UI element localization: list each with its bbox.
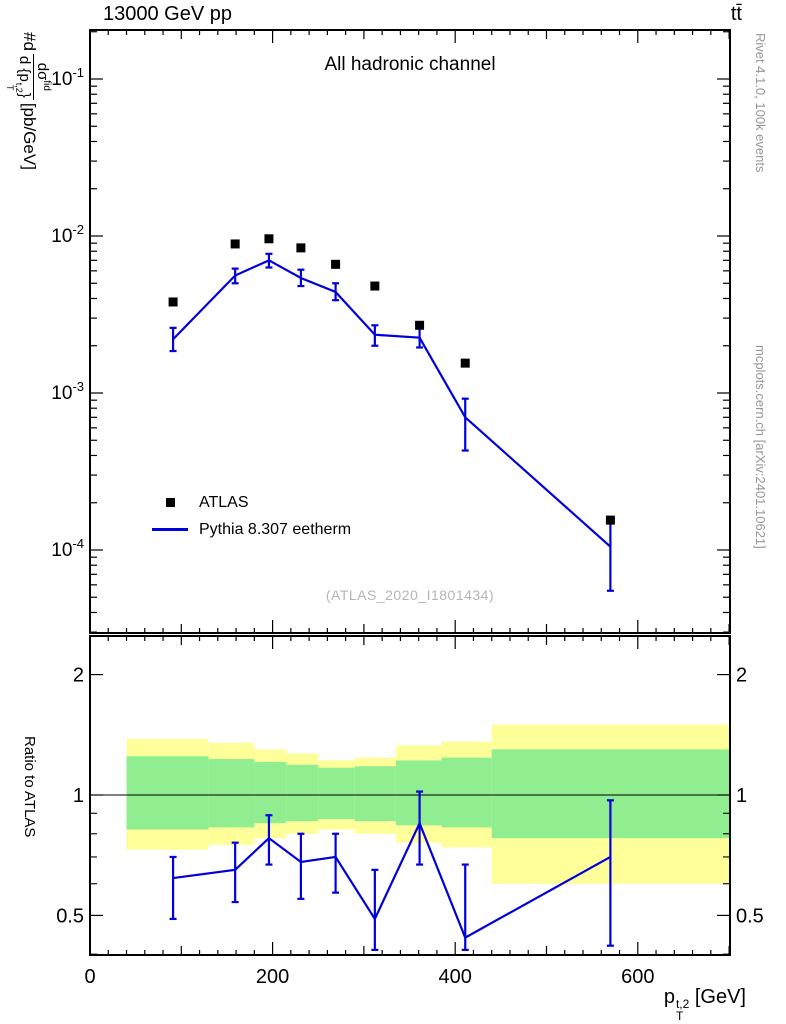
- ratio-ytick-label: 0.5: [56, 905, 84, 927]
- xlabel-sup: t,2: [675, 997, 690, 1012]
- x-axis-label: p t,2 T [GeV]: [664, 986, 746, 1022]
- main-ytick-label: 10-2: [51, 222, 84, 247]
- ratio-pythia-series: [169, 790, 614, 951]
- main-ytick-label: 10-1: [51, 65, 84, 90]
- band-green: [318, 767, 355, 820]
- ratio-y-axis-label: Ratio to ATLAS: [21, 736, 38, 838]
- atlas-data-marker: [415, 320, 425, 330]
- atlas-data-marker: [296, 243, 306, 253]
- band-green: [354, 766, 396, 822]
- ylabel-unit: [pb/GeV]: [19, 102, 39, 170]
- legend-label-pythia: Pythia 8.307 eetherm: [199, 520, 352, 538]
- beam-energy-title: 13000 GeV pp: [103, 3, 232, 25]
- analysis-watermark: (ATLAS_2020_I1801434): [325, 587, 495, 603]
- band-green: [126, 756, 209, 830]
- band-green: [254, 761, 287, 824]
- atlas-data-marker: [370, 281, 380, 291]
- pythia-line-swatch-icon: [152, 528, 188, 531]
- band-green: [208, 759, 255, 828]
- atlas-data-marker: [331, 259, 341, 269]
- main-series: [168, 234, 615, 592]
- legend-label-atlas: ATLAS: [199, 493, 249, 511]
- main-panel-frame: [89, 29, 731, 634]
- xtick-label: 400: [439, 966, 472, 988]
- ratio-ytick-label: 1: [736, 785, 747, 807]
- atlas-square-marker-icon: [165, 498, 175, 507]
- ylabel-numerator: dσfid: [33, 53, 52, 100]
- atlas-data-marker: [605, 515, 615, 525]
- xlabel-subsup-stack: t,2 T: [676, 998, 689, 1022]
- rivet-version-credit: Rivet 4.1.0, 100k events: [753, 33, 768, 173]
- mcplots-arxiv-credit: mcplots.cern.ch [arXiv:2401.10621]: [753, 345, 768, 549]
- band-green: [286, 764, 319, 822]
- legend-item-atlas: ATLAS: [148, 489, 351, 516]
- atlas-data-marker: [264, 234, 274, 244]
- xtick-label: 600: [621, 966, 654, 988]
- legend-item-pythia: Pythia 8.307 eetherm: [148, 516, 351, 543]
- xtick-label: 200: [256, 966, 289, 988]
- main-ytick-label: 10-4: [51, 536, 84, 561]
- channel-title: All hadronic channel: [324, 54, 496, 75]
- atlas-data-marker: [168, 297, 178, 307]
- ylabel-denominator: d {p t,2 T}: [4, 55, 33, 98]
- pt-subsup-stack: t,2 T: [4, 82, 24, 93]
- ratio-ytick-label: 1: [73, 785, 84, 807]
- xlabel-symbol: p: [663, 986, 675, 1008]
- atlas-data-marker: [230, 239, 240, 249]
- legend: ATLAS Pythia 8.307 eetherm: [148, 489, 351, 543]
- main-y-axis-label: #d dσfid d {p t,2 T} [pb/GeV]: [5, 32, 52, 170]
- ylabel-numerator-sup: fid: [41, 80, 52, 91]
- process-title: tt̄: [730, 3, 742, 25]
- xlabel-unit: [GeV]: [689, 986, 746, 1008]
- band-green: [441, 757, 492, 828]
- atlas-data-marker: [460, 358, 470, 368]
- legend-swatch-cell: [148, 498, 192, 507]
- xtick-label: 0: [84, 966, 95, 988]
- legend-swatch-cell: [148, 528, 192, 531]
- ratio-ytick-label: 2: [736, 665, 747, 687]
- ylabel-prefix: #d: [19, 32, 39, 51]
- ylabel-fraction: dσfid d {p t,2 T}: [4, 53, 52, 100]
- ratio-ytick-label: 0.5: [736, 905, 764, 927]
- ratio-ytick-label: 2: [73, 665, 84, 687]
- xlabel-sub: T: [675, 1009, 684, 1024]
- main-ytick-label: 10-3: [51, 379, 84, 404]
- ratio-uncertainty-bands: [126, 724, 730, 884]
